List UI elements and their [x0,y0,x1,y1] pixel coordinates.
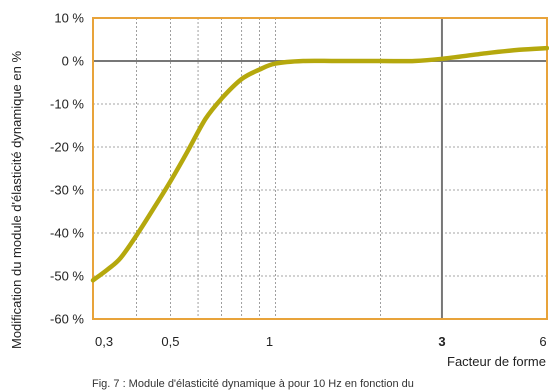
y-tick-label: 10 % [54,11,84,26]
y-tick-label: -60 % [50,312,84,327]
x-tick-label: 3 [438,334,445,349]
y-axis-label: Modification du module d'élasticité dyna… [9,51,24,349]
figure-caption: Fig. 7 : Module d'élasticité dynamique à… [92,378,414,390]
y-tick-label: -50 % [50,269,84,284]
y-tick-label: -10 % [50,97,84,112]
y-tick-label: -30 % [50,183,84,198]
y-tick-label: -20 % [50,140,84,155]
x-tick-label: 6 [539,334,546,349]
grid-lines [93,18,547,319]
reference-lines [93,18,547,319]
x-axis-label: Facteur de forme [447,354,546,369]
data-series [90,45,549,283]
plot-frame [92,17,548,320]
y-tick-label: 0 % [62,54,85,69]
x-tick-labels: 0,3 0,5 1 3 6 [95,334,547,349]
x-tick-label: 0,5 [161,334,179,349]
y-tick-labels: 10 % 0 % -10 % -20 % -30 % -40 % -50 % -60 % [50,11,84,327]
x-tick-label: 1 [266,334,273,349]
series-line-0 [90,45,549,283]
x-tick-label: 0,3 [95,334,113,349]
y-tick-label: -40 % [50,226,84,241]
